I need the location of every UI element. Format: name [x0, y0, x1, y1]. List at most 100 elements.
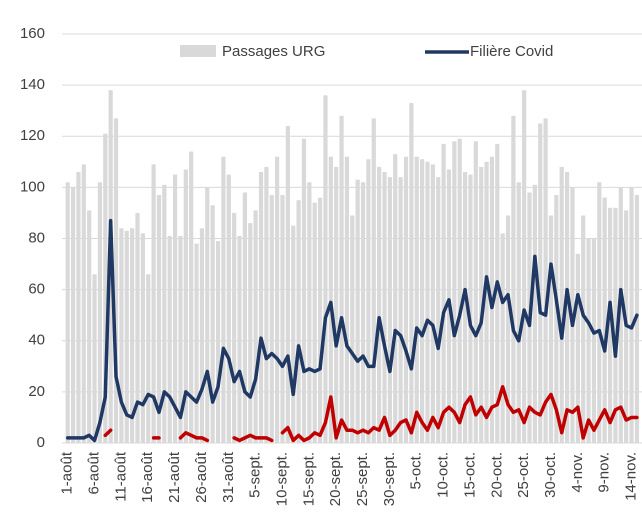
bar	[189, 151, 194, 443]
x-tick-label: 16-août	[139, 451, 156, 503]
bar	[312, 202, 317, 443]
bar	[285, 126, 290, 444]
bar	[248, 223, 253, 443]
bar	[151, 164, 156, 443]
bar	[468, 174, 473, 443]
bar	[613, 207, 618, 443]
x-tick-label: 15-sept.	[300, 452, 317, 506]
x-tick-label: 26-août	[193, 451, 210, 503]
bar	[264, 166, 269, 444]
y-tick-label: 100	[20, 178, 45, 195]
bar	[500, 233, 505, 443]
bar	[92, 274, 97, 443]
bar	[366, 159, 371, 443]
x-tick-label: 6-août	[86, 451, 103, 494]
bar	[76, 172, 81, 443]
bar	[371, 118, 376, 443]
x-tick-label: 25-sept.	[354, 452, 371, 506]
bar	[130, 228, 135, 443]
bar	[275, 156, 280, 443]
bar	[65, 182, 70, 443]
bar	[414, 156, 419, 443]
bar	[339, 115, 344, 444]
line	[65, 218, 639, 443]
bar	[135, 212, 140, 443]
bar	[360, 182, 366, 443]
bar	[215, 241, 221, 443]
bar	[607, 207, 613, 443]
bar	[355, 179, 360, 444]
bar	[382, 172, 387, 443]
bar	[597, 182, 602, 443]
bar	[441, 143, 446, 443]
x-tick-label: 20-sept.	[327, 452, 344, 506]
bar	[291, 225, 296, 443]
x-tick-label: 31-août	[220, 451, 237, 503]
bar	[591, 238, 597, 443]
x-tick-label: 1-août	[59, 451, 76, 494]
legend-label: Filière Covid	[470, 43, 553, 60]
x-tick-label: 5-sept.	[247, 452, 264, 498]
bar	[420, 159, 425, 443]
bar	[242, 192, 247, 443]
bar	[559, 166, 564, 444]
bar	[269, 195, 274, 443]
bar	[183, 169, 188, 443]
bar	[511, 115, 516, 444]
bar	[232, 212, 237, 443]
bar	[162, 184, 167, 443]
bar	[479, 166, 484, 444]
bar	[564, 172, 570, 443]
bar	[387, 177, 392, 443]
bar	[119, 228, 124, 443]
bar	[505, 215, 511, 443]
bar	[425, 161, 430, 443]
bar	[377, 166, 382, 444]
x-tick-label: 10-oct.	[435, 452, 452, 498]
bar	[178, 235, 183, 443]
bar	[103, 133, 108, 443]
bar	[296, 200, 301, 443]
bar	[81, 164, 86, 443]
bar	[516, 182, 521, 443]
bar	[430, 164, 435, 443]
bar	[70, 187, 76, 443]
bar	[113, 118, 119, 443]
x-tick-label: 10-sept.	[273, 452, 290, 506]
y-tick-label: 0	[37, 434, 45, 451]
bar	[436, 177, 441, 443]
line	[280, 385, 639, 443]
bar	[602, 197, 607, 443]
x-tick-label: 11-août	[112, 451, 129, 502]
bar	[167, 235, 172, 443]
x-tick-label: 15-oct.	[461, 452, 478, 498]
line	[232, 433, 274, 443]
line	[103, 428, 113, 438]
bar	[237, 235, 242, 443]
bar	[194, 243, 199, 443]
x-tick-label: 25-oct.	[515, 452, 532, 498]
legend-label: Passages URG	[222, 43, 325, 60]
bar	[543, 118, 548, 443]
y-tick-label: 140	[20, 76, 45, 93]
bar	[280, 195, 285, 443]
bar	[328, 156, 333, 443]
bar	[403, 156, 409, 443]
bar	[97, 182, 103, 443]
bar	[317, 197, 323, 443]
bar	[124, 230, 129, 443]
bar	[452, 141, 457, 444]
y-tick-label: 160	[20, 25, 45, 42]
bar	[350, 215, 355, 443]
x-tick-label: 21-août	[166, 451, 183, 503]
y-tick-label: 120	[20, 127, 45, 144]
y-tick-label: 20	[28, 383, 45, 400]
bar	[221, 156, 226, 443]
bar	[301, 138, 307, 443]
bar	[323, 95, 328, 443]
bar	[393, 154, 398, 444]
bar	[156, 195, 162, 443]
x-tick-label: 9-nov.	[596, 452, 613, 493]
bar	[484, 161, 489, 443]
